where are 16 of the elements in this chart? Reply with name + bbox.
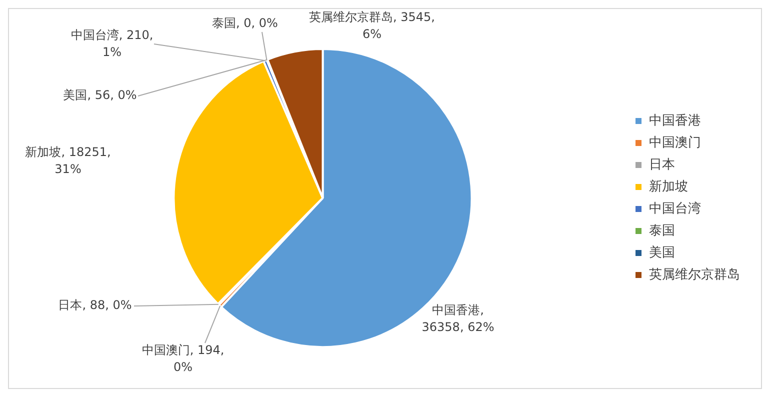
legend-label: 中国台湾 (649, 200, 701, 216)
data-label: 美国, 56, 0% (63, 88, 137, 102)
data-label: 英属维尔京群岛, 3545, 6% (309, 10, 435, 42)
data-label: 中国台湾, 210, 1% (70, 28, 154, 60)
legend-label: 英属维尔京群岛 (649, 267, 740, 282)
legend-label: 新加坡 (649, 179, 688, 194)
data-label: 中国香港, 36358, 62% (422, 303, 494, 334)
legend-label: 中国香港 (649, 113, 701, 128)
data-label: 日本, 88, 0% (58, 298, 132, 312)
legend-label: 美国 (649, 244, 675, 260)
data-label: 中国澳门, 194, 0% (142, 343, 224, 374)
legend-label: 日本 (649, 157, 675, 172)
text: 泰国, 0, 0% (212, 16, 278, 30)
legend-label: 中国澳门 (649, 134, 701, 150)
data-label: 新加坡, 18251, 31% (25, 145, 111, 176)
legend-label: 泰国 (649, 223, 675, 238)
